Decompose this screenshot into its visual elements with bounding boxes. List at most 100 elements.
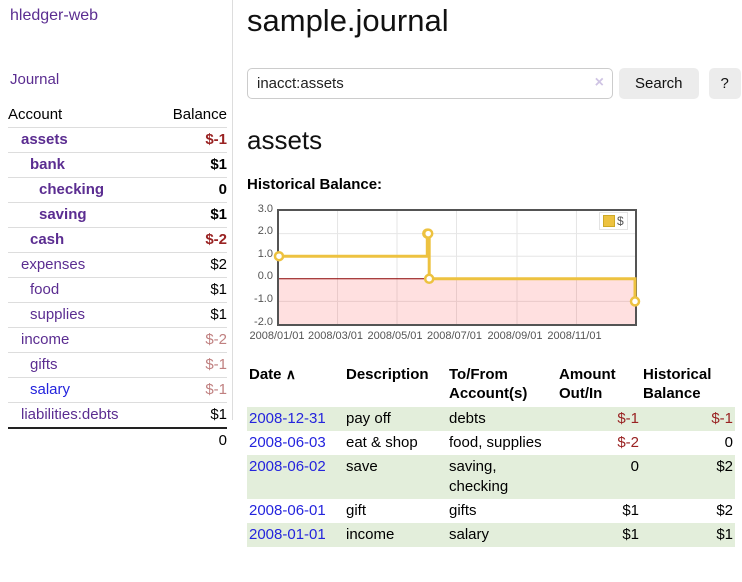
- balance-header-line2: Balance: [643, 385, 701, 402]
- transaction-balance: $1: [716, 526, 733, 543]
- account-name-cell: liabilities:debts: [8, 402, 155, 429]
- account-link[interactable]: salary: [30, 381, 71, 398]
- transaction-description: save: [346, 458, 378, 475]
- account-name-cell: supplies: [8, 302, 155, 328]
- account-balance-value: $-1: [154, 352, 227, 378]
- transaction-description: income: [346, 526, 395, 543]
- sidebar-account-row: checking 0: [8, 177, 227, 203]
- transaction-date-cell: 2008-06-03: [247, 431, 344, 455]
- legend-series-label: $: [617, 214, 624, 228]
- accounts-total-spacer: [8, 427, 155, 453]
- date-header-label: Date: [249, 366, 282, 383]
- account-heading: assets: [247, 125, 323, 155]
- x-axis-tick-label: 2008/09/01: [487, 330, 543, 342]
- sidebar-account-row: liabilities:debts $1: [8, 402, 227, 429]
- balance-header-line1: Historical: [643, 366, 712, 383]
- register-table: Date ∧ Description To/From Account(s) Am…: [247, 363, 735, 547]
- account-balance-value: $-1: [154, 377, 227, 403]
- y-axis-tick-label: -1.0: [254, 292, 273, 305]
- transaction-date-link[interactable]: 2008-06-03: [249, 434, 326, 451]
- account-name-cell: gifts: [8, 352, 155, 378]
- account-balance-value: $2: [154, 252, 227, 278]
- sidebar-item-journal[interactable]: Journal: [10, 71, 60, 88]
- transaction-date-link[interactable]: 2008-06-01: [249, 502, 326, 519]
- account-name-cell: food: [8, 277, 155, 303]
- sidebar-account-row: bank $1: [8, 152, 227, 178]
- transaction-accounts: food, supplies: [449, 434, 542, 451]
- balance-chart: $ 3.0 2.0 1.0 0.0 -1.0 -2.0 2008/01/01 2008/03/…: [247, 203, 742, 348]
- transaction-accounts: saving, checking: [449, 458, 509, 495]
- main-content: sample.journal × Search ? assets Histori…: [247, 0, 742, 547]
- sidebar-account-row: income $-2: [8, 327, 227, 353]
- sidebar-account-row: salary $-1: [8, 377, 227, 403]
- page-title: sample.journal: [247, 3, 449, 38]
- accounts-header-line1: To/From: [449, 366, 508, 383]
- transaction-date-cell: 2008-01-01: [247, 523, 344, 547]
- search-input[interactable]: [247, 68, 613, 99]
- sidebar-account-row: food $1: [8, 277, 227, 303]
- sidebar-account-row: supplies $1: [8, 302, 227, 328]
- account-link[interactable]: supplies: [30, 306, 86, 323]
- transaction-balance: 0: [724, 434, 733, 451]
- amount-header-line2: Out/In: [559, 385, 603, 402]
- account-link[interactable]: liabilities:debts: [21, 406, 119, 423]
- sidebar-account-row: gifts $-1: [8, 352, 227, 378]
- sidebar-divider: [232, 0, 233, 420]
- legend-color-swatch: [603, 215, 615, 227]
- accounts-header-row: Account Balance: [8, 103, 227, 128]
- transaction-date-link[interactable]: 2008-06-02: [249, 458, 326, 475]
- account-link[interactable]: checking: [39, 181, 105, 198]
- x-axis-tick-label: 2008/11/01: [547, 330, 602, 342]
- register-header-description: Description: [346, 366, 429, 383]
- register-row: 2008-01-01 income salary $1 $1: [247, 523, 735, 547]
- x-axis-tick-label: 2008/03/01: [307, 330, 364, 342]
- account-name-cell: checking: [8, 177, 155, 203]
- sidebar-account-row: expenses $2: [8, 252, 227, 278]
- transaction-description: pay off: [346, 410, 391, 427]
- account-name-cell: cash: [8, 227, 155, 253]
- account-balance-value: $-1: [154, 127, 227, 153]
- transaction-date-cell: 2008-12-31: [247, 407, 344, 431]
- account-link[interactable]: bank: [30, 156, 66, 173]
- register-header-row: Date ∧ Description To/From Account(s) Am…: [247, 363, 735, 407]
- account-link[interactable]: cash: [30, 231, 65, 248]
- transaction-amount: $1: [622, 502, 639, 519]
- account-link[interactable]: income: [21, 331, 70, 348]
- transaction-description: gift: [346, 502, 367, 519]
- account-link[interactable]: saving: [39, 206, 87, 223]
- register-header-amount: Amount Out/In: [557, 363, 641, 407]
- register-row: 2008-12-31 pay off debts $-1 $-1: [247, 407, 735, 431]
- transaction-balance: $2: [716, 502, 733, 519]
- app-title-link[interactable]: hledger-web: [10, 7, 99, 24]
- accounts-header-line2: Account(s): [449, 385, 528, 402]
- transaction-amount: 0: [630, 458, 639, 475]
- register-header-date[interactable]: Date ∧: [247, 363, 344, 407]
- account-link[interactable]: assets: [21, 131, 68, 148]
- sidebar-account-row: assets $-1: [8, 127, 227, 153]
- transaction-accounts: gifts: [449, 502, 477, 519]
- transaction-amount: $-2: [617, 434, 639, 451]
- account-balance-value: $1: [154, 402, 227, 429]
- account-balance-value: $-2: [154, 227, 227, 253]
- transaction-amount: $-1: [617, 410, 639, 427]
- sidebar: hledger-web Journal Account Balance asse…: [0, 0, 232, 582]
- search-button[interactable]: Search: [619, 68, 699, 99]
- account-name-cell: income: [8, 327, 155, 353]
- account-balance-value: 0: [154, 177, 227, 203]
- transaction-date-cell: 2008-06-01: [247, 499, 344, 523]
- chart-title: Historical Balance:: [247, 176, 383, 193]
- account-link[interactable]: gifts: [30, 356, 58, 373]
- chart-plot-area: [273, 209, 641, 326]
- help-button[interactable]: ?: [708, 68, 741, 99]
- clear-search-icon[interactable]: ×: [594, 74, 604, 91]
- account-balance-value: $1: [154, 202, 227, 228]
- account-name-cell: bank: [8, 152, 155, 178]
- account-name-cell: saving: [8, 202, 155, 228]
- account-balance-value: $1: [154, 277, 227, 303]
- transaction-date-link[interactable]: 2008-12-31: [249, 410, 326, 427]
- sort-ascending-icon: ∧: [285, 366, 296, 382]
- transaction-date-link[interactable]: 2008-01-01: [249, 526, 326, 543]
- account-link[interactable]: expenses: [21, 256, 86, 273]
- sidebar-account-row: saving $1: [8, 202, 227, 228]
- account-link[interactable]: food: [30, 281, 60, 298]
